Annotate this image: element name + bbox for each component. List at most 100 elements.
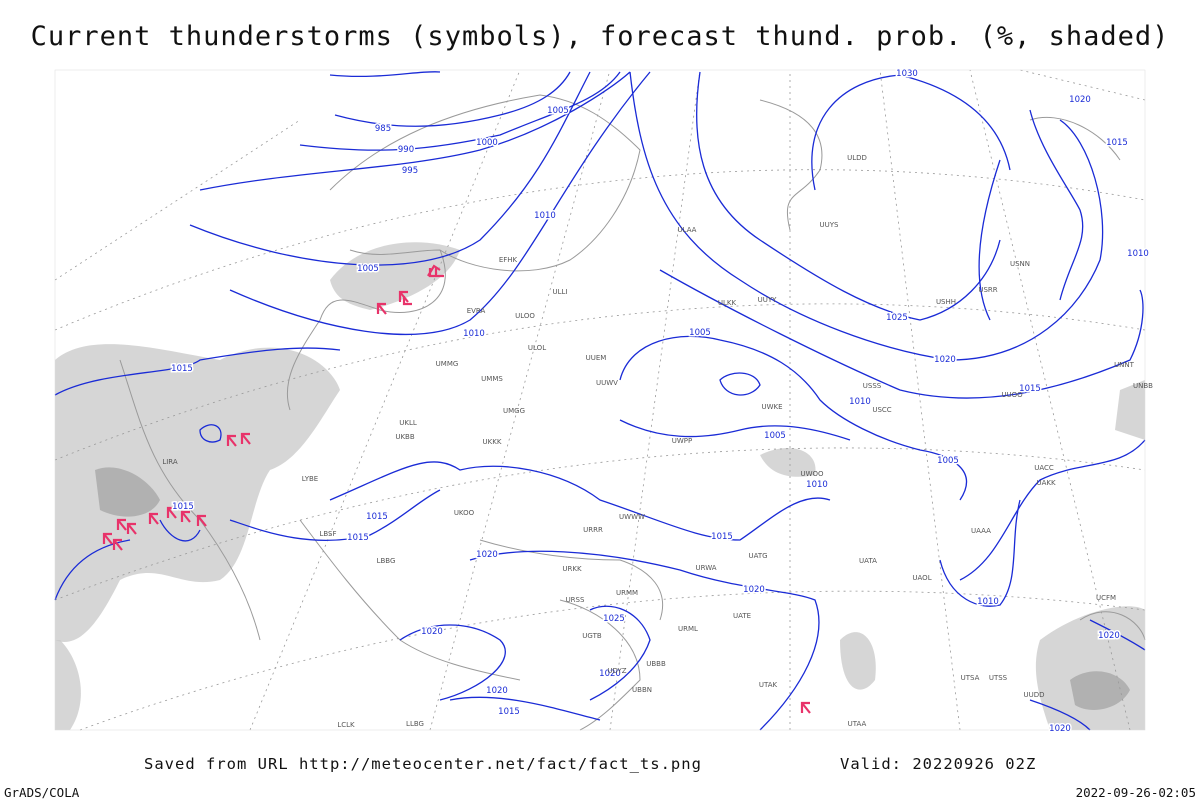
station-label: ULDD [847,154,867,162]
station-label: URWA [695,564,716,572]
source-note: Saved from URL http://meteocenter.net/fa… [144,755,702,773]
probability-shade [55,640,81,730]
station-label: LBSF [319,530,336,538]
station-label: UUWV [596,379,618,387]
station-label: UTSS [989,674,1008,682]
station-label: USNN [1010,260,1030,268]
station-label: UBBN [632,686,652,694]
station-label: UTAA [848,720,867,728]
valid-time: Valid: 20220926 02Z [840,755,1036,773]
station-label: UKBB [395,433,415,441]
station-label: UWOO [800,470,824,478]
station-label: UKKK [483,438,502,446]
station-label: UWPP [672,437,693,445]
isobar-label: 1010 [534,211,556,221]
isobar-label: 1005 [937,456,959,466]
station-label: UNBB [1133,382,1153,390]
station-label: LBBG [377,557,396,565]
probability-shade [55,344,340,642]
isobar-label: 1015 [366,512,388,522]
station-label: LYBE [302,475,318,483]
isobar-label: 985 [375,124,391,134]
isobar-label: 1010 [1127,249,1149,259]
station-label: LIRA [162,458,178,466]
isobar-label: 1020 [1098,631,1120,641]
probability-shade [840,632,876,690]
isobar-label: 1025 [603,614,625,624]
station-label: ULAA [678,226,697,234]
isobars [54,71,1146,731]
station-label: USSS [863,382,882,390]
isobar-label: 1015 [498,707,520,717]
station-label: UWWW [619,513,645,521]
map-frame: 985 990 995 1000 1005 1010 1005 1010 1015 1015 101… [54,68,1153,736]
isobar-label: 1005 [547,106,569,116]
isobar-label: 1010 [463,329,485,339]
station-label: UWKE [761,403,782,411]
station-label: UCFM [1096,594,1116,602]
probability-shade [95,467,160,517]
isobar-label: 1020 [486,686,508,696]
station-label: URKK [562,565,582,573]
isobar-label: 1000 [476,138,498,148]
probability-shade [330,242,460,310]
station-label: UAAA [971,527,991,535]
probability-shade [1070,671,1130,710]
station-label: URSS [566,596,585,604]
isobar-label: 1005 [689,328,711,338]
station-label: EVRA [467,307,486,315]
station-label: LCLK [337,721,355,729]
station-label: URRR [583,526,603,534]
isobar-label: 1020 [476,550,498,560]
isobar-label: 1020 [1069,95,1091,105]
timestamp: 2022-09-26-02:05 [1076,785,1196,800]
isobar-label: 1005 [764,431,786,441]
station-label: UUEM [586,354,607,362]
isobar-label: 1020 [934,355,956,365]
station-labels: ULLI EFHK EVRA ULOO ULOL UMMG UMMS UMGG UKLL UKKK… [162,154,1153,729]
isobar-label: 1015 [711,532,733,542]
station-label: UATA [859,557,877,565]
station-label: USRR [978,286,997,294]
isobar-label: 1015 [1019,384,1041,394]
isobar-label: 1010 [806,480,828,490]
station-label: LLBG [406,720,424,728]
station-label: UGTB [582,632,602,640]
thunderstorm-symbols [102,264,811,714]
station-label: ULLI [553,288,568,296]
station-label: UAKK [1036,479,1056,487]
station-label: UMMS [481,375,503,383]
station-label: ULKK [718,299,737,307]
station-label: UACC [1034,464,1054,472]
station-label: UUYS [820,221,840,229]
map-border [54,69,1146,731]
station-label: URML [678,625,698,633]
probability-shade [760,447,816,477]
station-label: URMM [616,589,638,597]
credit: GrADS/COLA [4,785,80,800]
isobar-label: 995 [402,166,418,176]
station-label: UAOL [912,574,931,582]
station-label: UKOO [454,509,475,517]
isobar-label: 1015 [1106,138,1128,148]
isobar-label: 1015 [172,502,194,512]
station-label: UATE [733,612,751,620]
station-label: ULOL [528,344,546,352]
isobar-label: 1020 [1049,724,1071,734]
graticule [54,69,1146,731]
station-label: UUOO [1001,391,1023,399]
isobar-label: 990 [398,145,414,155]
station-label: USHH [936,298,956,306]
station-label: UUDD [1023,691,1044,699]
isobar-label: 1025 [886,313,908,323]
isobar-label: 1020 [743,585,765,595]
isobar-label: 1005 [357,264,379,274]
station-label: UTSA [961,674,980,682]
station-label: UUYY [758,296,778,304]
station-label: USCC [872,406,891,414]
isobar-label: 1020 [421,627,443,637]
station-label: UKLL [399,419,417,427]
station-label: UMGG [503,407,525,415]
